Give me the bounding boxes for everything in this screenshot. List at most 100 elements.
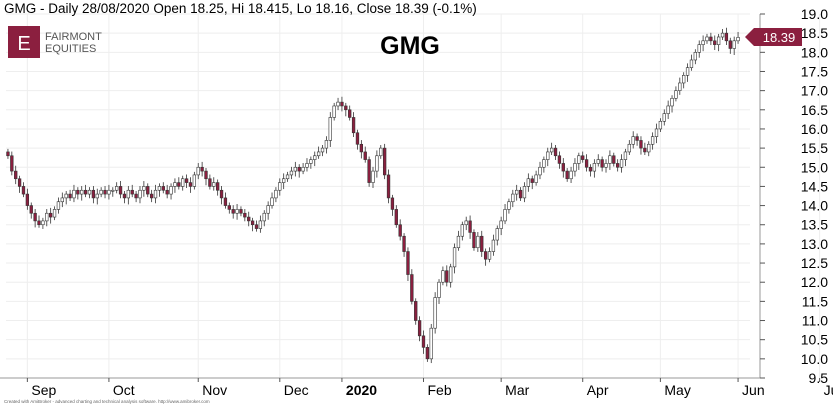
candle-body <box>227 205 231 210</box>
candle-body <box>107 189 111 195</box>
candle-body <box>138 189 142 199</box>
candle-body <box>402 235 406 252</box>
candle-body <box>608 155 612 164</box>
candle-body <box>87 189 92 195</box>
candle-body <box>344 105 348 111</box>
candle-body <box>503 209 507 222</box>
y-tick-label: 19.0 <box>801 6 828 22</box>
y-axis: 9.5 10.0 10.5 11.0 11.5 12.0 12.5 13.0 13.5 14.0 1… <box>759 6 829 386</box>
candle-body <box>693 52 697 61</box>
y-tick-label: 11.0 <box>802 313 828 329</box>
candle-body <box>56 201 61 210</box>
candle-body <box>666 105 670 114</box>
candle-body <box>452 247 457 268</box>
candle-body <box>724 32 729 42</box>
candle-body <box>305 163 309 168</box>
candle-body <box>623 151 628 160</box>
y-tick-label: 10.0 <box>801 351 828 367</box>
candle-body <box>266 205 270 214</box>
x-tick-label: May <box>664 382 690 398</box>
candle-body <box>243 212 247 218</box>
x-tick-label: Dec <box>284 382 309 398</box>
candle-body <box>647 143 651 153</box>
candle-body <box>188 182 193 187</box>
candle-body <box>534 174 538 183</box>
last-price-tag: 18.39 <box>745 28 802 46</box>
candle-body <box>29 205 33 214</box>
candle-body <box>565 170 569 180</box>
candle-body <box>445 270 449 283</box>
candle-body <box>549 147 554 153</box>
candle-body <box>515 189 519 195</box>
candle-body <box>480 235 484 252</box>
candle-body <box>588 166 593 172</box>
candle-body <box>557 155 562 164</box>
y-tick-label: 16.5 <box>801 102 828 118</box>
y-tick-label: 12.0 <box>801 274 828 290</box>
candle-body <box>289 170 294 176</box>
candle-body <box>173 182 177 187</box>
candle-body <box>99 189 103 195</box>
candle-body <box>161 186 165 191</box>
x-tick-label: Oct <box>113 382 135 398</box>
candle-body <box>122 193 127 199</box>
candle-body <box>336 101 340 107</box>
candle-body <box>25 193 30 206</box>
y-tick-label: 9.5 <box>809 370 829 386</box>
candle-body <box>348 109 352 118</box>
candle-body <box>52 209 57 218</box>
candle-body <box>208 178 212 187</box>
y-tick-label: 17.5 <box>801 63 828 79</box>
candle-body <box>324 140 329 149</box>
candle-body <box>538 166 542 176</box>
candle-body <box>200 166 204 172</box>
candle-body <box>328 117 332 141</box>
candle-body <box>169 186 173 195</box>
y-tick-label: 13.0 <box>801 236 828 252</box>
candle-body <box>60 197 64 203</box>
candle-body <box>499 220 503 229</box>
candle-body <box>254 224 259 229</box>
candle-body <box>382 147 387 176</box>
x-tick-label: Feb <box>427 382 451 398</box>
candle-body <box>491 239 496 252</box>
last-price-tag-shape <box>745 28 802 46</box>
candle-body <box>309 159 313 164</box>
candle-body <box>111 189 115 192</box>
candle-body <box>425 347 430 360</box>
candle-body <box>487 251 492 260</box>
candle-body <box>91 189 96 199</box>
candle-body <box>526 178 531 187</box>
candle-body <box>518 189 523 199</box>
candle-body <box>386 174 391 199</box>
y-tick-label: 11.5 <box>802 293 828 309</box>
candle-body <box>64 193 68 199</box>
candle-body <box>10 155 14 172</box>
candle-body <box>631 136 635 145</box>
candle-body <box>650 136 655 145</box>
last-price-label: 18.39 <box>763 30 796 45</box>
candle-body <box>414 301 418 321</box>
candle-body <box>49 212 53 218</box>
candle-body <box>658 120 663 130</box>
y-tick-label: 15.0 <box>801 159 828 175</box>
candle-body <box>581 155 585 160</box>
candle-body <box>247 216 251 222</box>
candle-body <box>670 97 674 107</box>
candle-body <box>643 147 647 153</box>
candle-body <box>68 193 72 199</box>
candle-body <box>553 147 558 157</box>
candle-body <box>250 220 255 226</box>
x-axis: SepOctNovDec2020FebMarAprMayJunJulAug <box>0 377 833 398</box>
candle-body <box>45 212 49 222</box>
y-tick-label: 17.0 <box>801 83 828 99</box>
candle-body <box>301 166 305 172</box>
candle-body <box>332 105 336 118</box>
candle-body <box>483 251 488 260</box>
fairmont-logo: E FAIRMONT EQUITIES <box>8 26 102 58</box>
candle-body <box>635 136 639 141</box>
candle-body <box>95 193 99 199</box>
candle-body <box>612 155 616 164</box>
candle-body <box>72 189 76 199</box>
